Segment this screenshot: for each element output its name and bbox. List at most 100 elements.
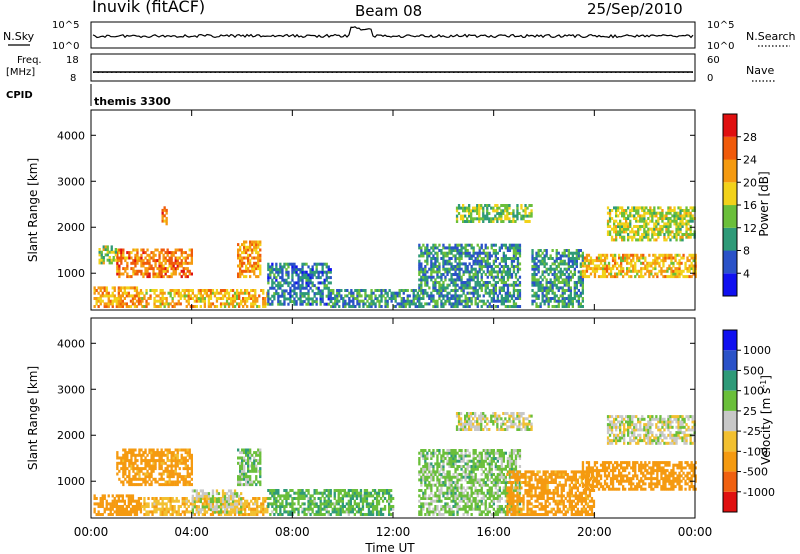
power-cell — [209, 302, 213, 306]
power-cell — [537, 305, 540, 308]
velocity-cell — [367, 491, 371, 495]
velocity-cell — [422, 467, 425, 471]
power-cell — [174, 269, 177, 273]
power-cell — [386, 305, 389, 308]
power-cell — [593, 259, 597, 263]
velocity-cell — [329, 489, 332, 492]
power-cell — [692, 267, 695, 271]
power-cell — [679, 209, 682, 212]
power-cell — [490, 217, 493, 221]
power-cell — [512, 270, 516, 274]
power-cell — [621, 225, 624, 228]
power-cell — [364, 297, 367, 300]
power-cell — [454, 243, 457, 247]
power-cell — [160, 248, 163, 252]
power-cell — [166, 275, 169, 279]
power-cell — [462, 305, 465, 308]
power-cell — [164, 267, 167, 271]
velocity-cell — [231, 497, 235, 501]
power-cell — [579, 262, 582, 266]
power-cell — [105, 286, 108, 290]
power-cell — [342, 297, 345, 300]
power-cell — [370, 297, 373, 300]
power-cell — [251, 267, 254, 271]
velocity-cell — [255, 464, 258, 468]
velocity-cell — [169, 502, 172, 506]
power-cell — [113, 297, 116, 300]
power-cell — [480, 257, 483, 260]
power-cell — [380, 289, 383, 292]
velocity-cell — [329, 502, 332, 506]
power-cell — [315, 297, 318, 301]
power-cell — [510, 297, 514, 300]
velocity-cell — [143, 505, 146, 508]
power-cell — [655, 222, 658, 226]
power-cell — [506, 297, 510, 300]
power-cell — [137, 294, 141, 298]
velocity-cell — [291, 505, 294, 508]
power-cell — [512, 254, 516, 258]
power-cell — [115, 297, 118, 300]
power-cell — [418, 259, 421, 263]
velocity-cell — [115, 494, 118, 498]
power-cell — [643, 217, 646, 220]
power-cell — [384, 299, 387, 303]
power-cell — [516, 278, 520, 282]
velocity-cell — [428, 475, 431, 479]
power-cell — [549, 257, 552, 260]
velocity-cell — [225, 497, 229, 501]
power-cell — [676, 269, 679, 273]
power-cell — [678, 264, 681, 268]
velocity-cell — [147, 497, 150, 500]
power-cell — [671, 209, 674, 212]
power-cell — [478, 286, 481, 290]
power-cell — [440, 302, 443, 306]
velocity-cell — [283, 494, 286, 498]
power-cell — [685, 206, 688, 210]
power-cell — [476, 291, 479, 295]
power-cell — [635, 217, 638, 220]
power-cell — [327, 281, 330, 285]
power-cell — [352, 291, 355, 295]
velocity-cell — [238, 513, 241, 516]
velocity-cell — [279, 510, 282, 514]
power-cell — [557, 299, 560, 303]
velocity-cell — [151, 505, 154, 508]
power-cell — [464, 297, 467, 300]
power-cell — [462, 209, 465, 213]
power-cell — [466, 299, 469, 303]
power-cell — [632, 267, 635, 271]
power-cell — [105, 305, 108, 308]
velocity-cell — [430, 502, 433, 506]
velocity-cell — [199, 510, 202, 514]
velocity-cell — [182, 459, 185, 463]
power-cell — [209, 297, 213, 300]
power-cell — [458, 267, 461, 271]
power-cell — [258, 294, 261, 298]
velocity-cell — [233, 489, 237, 493]
velocity-cell — [422, 507, 425, 511]
power-cell — [115, 305, 118, 308]
velocity-cell — [236, 494, 239, 498]
power-cell — [627, 206, 630, 210]
power-cell — [426, 278, 429, 282]
velocity-cell — [244, 507, 247, 511]
velocity-cell — [130, 467, 133, 471]
power-cell — [446, 297, 449, 300]
power-cell — [654, 272, 657, 276]
power-cell — [597, 267, 601, 271]
power-cell — [492, 209, 495, 213]
power-cell — [424, 251, 427, 255]
power-cell — [516, 291, 520, 295]
power-cell — [615, 225, 618, 228]
power-cell — [317, 281, 320, 285]
power-cell — [500, 278, 503, 282]
power-cell — [283, 265, 286, 269]
power-cell — [508, 246, 512, 250]
velocity-cell — [150, 456, 153, 460]
power-cell — [474, 267, 477, 271]
power-cell — [454, 302, 457, 306]
power-cell — [203, 289, 206, 292]
power-cell — [135, 286, 139, 290]
power-cell — [370, 299, 373, 303]
